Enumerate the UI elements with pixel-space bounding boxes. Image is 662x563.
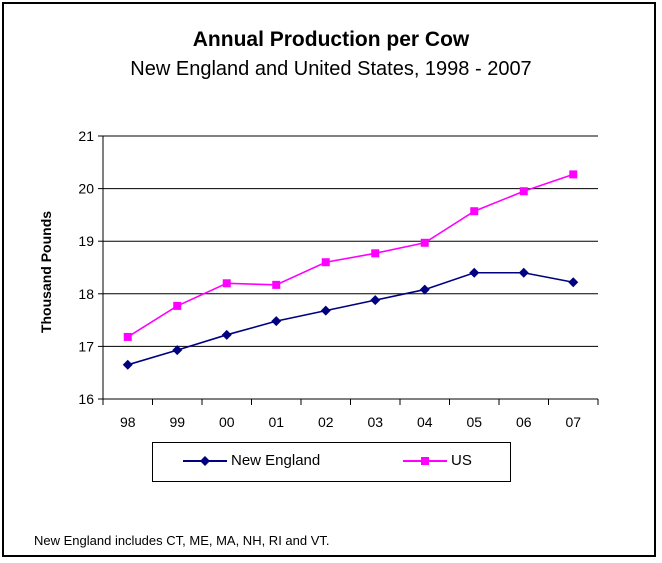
point-us-02 — [321, 258, 330, 267]
x-tick-label-98: 98 — [120, 414, 136, 430]
legend-label-us: US — [451, 452, 472, 469]
series-line-us — [127, 173, 574, 338]
x-tick-label-99: 99 — [169, 414, 185, 430]
point-us-99 — [173, 301, 182, 310]
chart-subtitle: New England and United States, 1998 - 20… — [130, 58, 532, 80]
point-us-06 — [519, 187, 528, 196]
point-new-england-05 — [469, 267, 480, 278]
x-tick-label-00: 00 — [219, 414, 235, 430]
point-us-00 — [222, 279, 231, 288]
axes — [98, 135, 599, 405]
point-new-england-01 — [271, 316, 282, 327]
point-new-england-99 — [172, 345, 183, 356]
point-new-england-03 — [370, 295, 381, 306]
point-new-england-02 — [320, 305, 331, 316]
legend-swatch-us — [403, 456, 447, 465]
tick-labels: 16 17 18 19 20 21 98 99 00 01 02 03 04 05 06 07 — [78, 128, 581, 430]
footnote: New England includes CT, ME, MA, NH, RI … — [34, 533, 330, 548]
y-tick-label-19: 19 — [78, 233, 94, 249]
y-tick-label-16: 16 — [78, 391, 94, 407]
y-tick-label-17: 17 — [78, 338, 94, 354]
point-new-england-07 — [568, 277, 579, 288]
x-tick-label-06: 06 — [516, 414, 532, 430]
point-new-england-04 — [419, 284, 430, 295]
chart-title: Annual Production per Cow — [192, 28, 470, 51]
legend: New England US — [152, 442, 511, 482]
point-us-05 — [470, 207, 479, 216]
point-us-98 — [123, 332, 132, 341]
point-new-england-98 — [122, 359, 133, 370]
y-tick-label-18: 18 — [78, 286, 94, 302]
legend-label-new-england: New England — [231, 452, 321, 469]
series-markers — [122, 170, 579, 370]
point-new-england-00 — [221, 329, 232, 340]
series-line-new-england — [127, 271, 574, 366]
x-tick-label-04: 04 — [417, 414, 433, 430]
legend-swatch-new-england — [183, 455, 227, 466]
point-new-england-06 — [518, 267, 529, 278]
point-us-01 — [272, 280, 281, 289]
x-tick-label-01: 01 — [268, 414, 284, 430]
legend-item-us: US — [403, 452, 472, 469]
legend-item-new-england: New England — [183, 452, 320, 469]
y-tick-label-21: 21 — [78, 128, 94, 144]
x-tick-label-05: 05 — [466, 414, 482, 430]
point-us-07 — [569, 170, 578, 179]
point-us-03 — [371, 249, 380, 258]
gridlines — [103, 135, 598, 347]
series-lines — [127, 173, 574, 366]
x-tick-label-03: 03 — [367, 414, 383, 430]
y-tick-label-20: 20 — [78, 181, 94, 197]
x-tick-label-02: 02 — [318, 414, 334, 430]
x-tick-label-07: 07 — [565, 414, 581, 430]
point-us-04 — [420, 238, 429, 247]
